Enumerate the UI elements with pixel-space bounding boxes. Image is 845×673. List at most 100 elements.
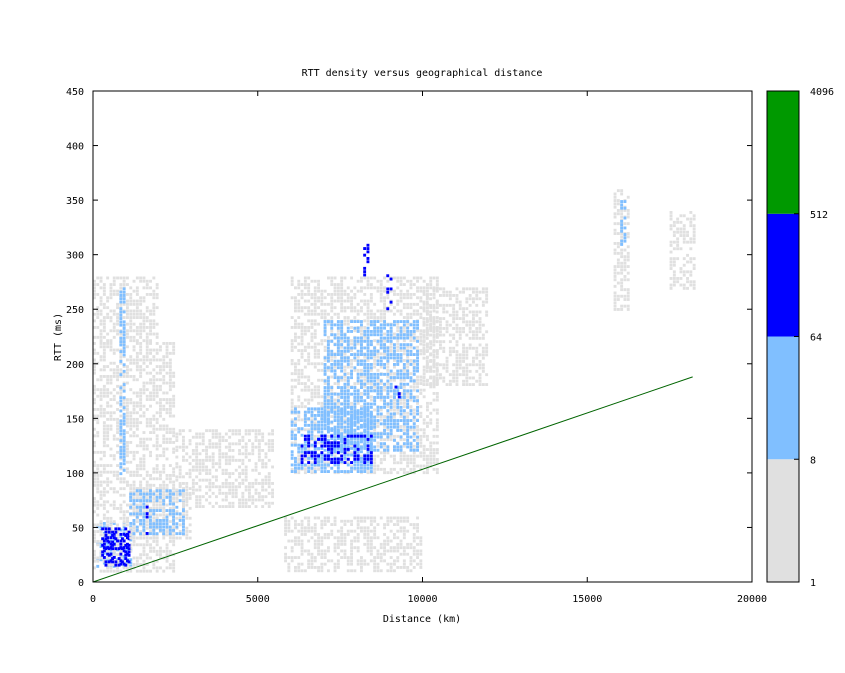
heatmap-cell — [310, 461, 314, 465]
heatmap-cell — [99, 464, 103, 467]
heatmap-cell — [379, 422, 383, 426]
heatmap-cell — [406, 365, 410, 369]
heatmap-cell — [360, 434, 363, 438]
heatmap-cell — [416, 363, 419, 366]
heatmap-cell — [333, 463, 337, 467]
heatmap-cell — [429, 283, 433, 286]
heatmap-cell — [234, 488, 238, 492]
heatmap-cell — [409, 296, 413, 300]
heatmap-cell — [294, 302, 297, 306]
heatmap-cell — [155, 384, 159, 388]
heatmap-cell — [139, 532, 142, 536]
heatmap-cell — [231, 501, 235, 505]
heatmap-cell — [356, 342, 360, 346]
heatmap-cell — [297, 279, 301, 283]
heatmap-cell — [333, 448, 337, 452]
heatmap-cell — [109, 528, 113, 532]
heatmap-cell — [122, 487, 126, 491]
heatmap-cell — [267, 491, 271, 495]
heatmap-cell — [93, 401, 96, 405]
heatmap-cell — [369, 299, 373, 303]
heatmap-cell — [360, 456, 363, 460]
heatmap-cell — [336, 419, 340, 422]
heatmap-cell — [178, 432, 182, 436]
heatmap-cell — [376, 378, 380, 382]
heatmap-cell — [478, 376, 482, 380]
heatmap-cell — [182, 429, 185, 433]
heatmap-cell — [356, 409, 360, 413]
heatmap-cell — [402, 405, 406, 409]
heatmap-cell — [399, 435, 403, 439]
heatmap-cell — [300, 388, 304, 392]
heatmap-cell — [168, 489, 172, 493]
heatmap-cell — [402, 458, 406, 461]
heatmap-cell — [122, 559, 126, 563]
heatmap-cell — [290, 443, 294, 447]
heatmap-cell — [109, 564, 113, 568]
heatmap-cell — [333, 398, 337, 402]
heatmap-cell — [162, 499, 166, 503]
heatmap-cell — [300, 466, 304, 470]
heatmap-cell — [336, 429, 340, 432]
heatmap-cell — [101, 550, 105, 554]
heatmap-cell — [412, 451, 416, 455]
heatmap-cell — [350, 442, 353, 446]
heatmap-cell — [317, 349, 320, 352]
heatmap-cell — [201, 449, 205, 452]
heatmap-cell — [126, 417, 129, 421]
heatmap-cell — [419, 349, 423, 352]
heatmap-cell — [458, 300, 462, 304]
heatmap-cell — [122, 523, 126, 527]
heatmap-cell — [290, 463, 294, 467]
heatmap-cell — [376, 279, 380, 283]
heatmap-cell — [386, 392, 390, 396]
heatmap-cell — [356, 330, 360, 333]
heatmap-cell — [129, 474, 133, 477]
heatmap-cell — [373, 454, 377, 458]
heatmap-cell — [402, 329, 406, 333]
heatmap-cell — [165, 431, 169, 434]
heatmap-cell — [119, 552, 123, 556]
heatmap-cell — [294, 286, 297, 290]
heatmap-cell — [106, 564, 110, 568]
heatmap-cell — [373, 461, 377, 465]
heatmap-cell — [442, 346, 446, 350]
heatmap-cell — [376, 352, 380, 356]
heatmap-cell — [132, 530, 136, 533]
heatmap-cell — [162, 487, 166, 490]
heatmap-cell — [307, 352, 311, 356]
heatmap-cell — [254, 482, 258, 485]
heatmap-cell — [127, 550, 131, 554]
heatmap-cell — [152, 394, 156, 398]
heatmap-cell — [290, 359, 294, 362]
heatmap-cell — [122, 500, 126, 504]
heatmap-cell — [326, 422, 330, 426]
heatmap-cell — [172, 474, 176, 477]
heatmap-cell — [116, 490, 119, 494]
heatmap-cell — [425, 330, 429, 334]
heatmap-cell — [346, 346, 350, 350]
heatmap-cell — [99, 358, 103, 362]
heatmap-cell — [211, 458, 215, 462]
heatmap-cell — [366, 409, 370, 413]
heatmap-cell — [135, 528, 139, 532]
heatmap-cell — [455, 327, 459, 330]
heatmap-cell — [416, 419, 419, 422]
heatmap-cell — [333, 289, 337, 293]
heatmap-cell — [297, 349, 301, 352]
heatmap-cell — [116, 569, 119, 573]
heatmap-cell — [406, 471, 410, 475]
heatmap-cell — [613, 205, 617, 209]
heatmap-cell — [99, 533, 103, 537]
heatmap-cell — [99, 342, 103, 345]
heatmap-cell — [379, 415, 383, 418]
heatmap-cell — [376, 349, 380, 353]
heatmap-cell — [419, 454, 423, 458]
heatmap-cell — [409, 376, 413, 380]
heatmap-cell — [261, 435, 265, 439]
heatmap-cell — [317, 362, 320, 366]
heatmap-cell — [406, 411, 410, 415]
heatmap-cell — [360, 326, 363, 329]
heatmap-cell — [442, 366, 446, 370]
heatmap-cell — [303, 276, 307, 280]
